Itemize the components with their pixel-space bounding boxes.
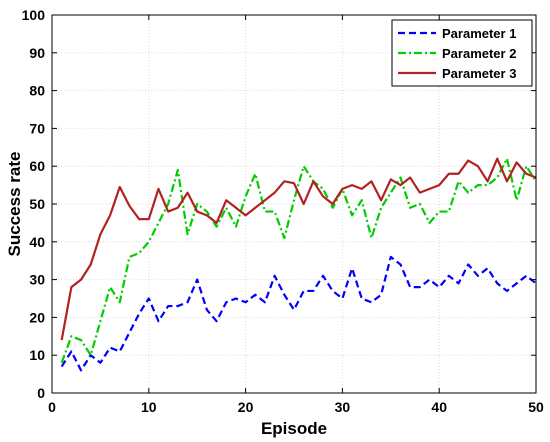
y-tick-label: 70 [29, 120, 45, 136]
axis-ticks: 0 10 20 30 40 50 60 70 80 90 100 0 10 20 30 40 50 [22, 7, 544, 415]
y-tick-label: 10 [29, 347, 45, 363]
x-tick-label: 30 [335, 399, 351, 415]
series-lines [60, 157, 537, 372]
y-tick-label: 0 [37, 385, 45, 401]
series-line-1 [60, 255, 537, 372]
y-tick-label: 100 [22, 7, 46, 23]
y-tick-label: 50 [29, 196, 45, 212]
x-axis-title: Episode [261, 419, 327, 438]
y-axis-title: Success rate [5, 152, 24, 257]
y-tick-label: 20 [29, 309, 45, 325]
y-tick-label: 30 [29, 272, 45, 288]
x-tick-label: 50 [528, 399, 544, 415]
x-tick-label: 10 [141, 399, 157, 415]
legend-label: Parameter 1 [442, 26, 516, 41]
y-tick-label: 90 [29, 45, 45, 61]
y-tick-label: 80 [29, 83, 45, 99]
legend: Parameter 1 Parameter 2 Parameter 3 [391, 19, 533, 87]
x-tick-label: 40 [431, 399, 447, 415]
legend-label: Parameter 2 [442, 46, 516, 61]
y-tick-label: 40 [29, 234, 45, 250]
x-tick-label: 0 [48, 399, 56, 415]
x-tick-label: 20 [238, 399, 254, 415]
series-line-3 [60, 157, 537, 341]
legend-label: Parameter 3 [442, 66, 516, 81]
y-tick-label: 60 [29, 158, 45, 174]
series-line-2 [60, 157, 537, 364]
